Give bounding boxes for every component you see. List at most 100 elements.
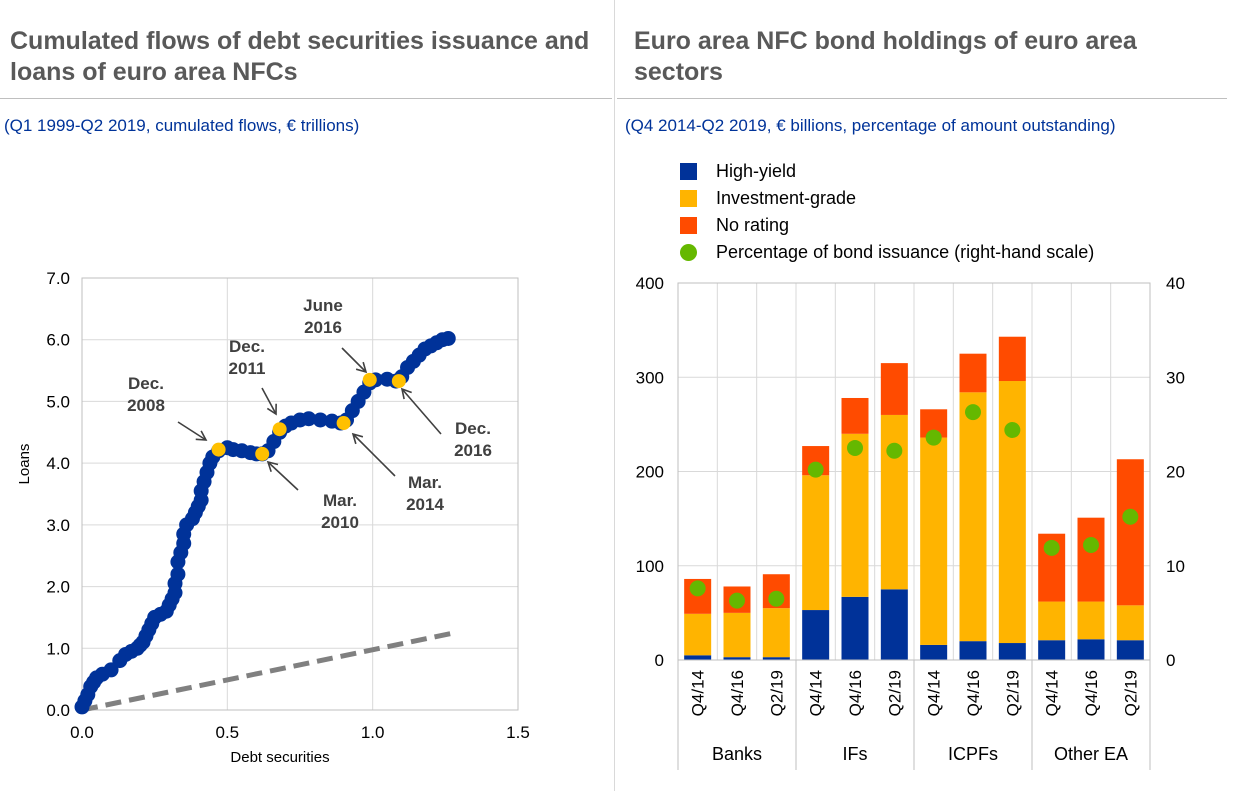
percentage-dot [847, 439, 863, 456]
bar-segment-high-yield [920, 644, 948, 660]
y2-tick-label: 40 [1166, 274, 1185, 293]
group-label: Banks [712, 744, 762, 764]
x-tick-label: 1.5 [506, 723, 530, 742]
percentage-dot [768, 590, 785, 607]
bar-segment-investment-grade [920, 437, 948, 645]
y-tick-label: 5.0 [46, 392, 70, 411]
legend-item-investment-grade: Investment-grade [680, 187, 856, 209]
category-label: Q2/19 [1121, 670, 1140, 716]
legend-label-investment-grade: Investment-grade [716, 187, 857, 208]
percentage-dot [729, 592, 745, 609]
bar-segment-investment-grade [1038, 601, 1066, 641]
category-label: Q4/16 [1082, 670, 1101, 716]
category-label: Q2/19 [885, 670, 904, 716]
category-label: Q2/19 [767, 670, 786, 716]
y-tick-label: 6.0 [46, 331, 70, 350]
left-scatter-chart: 0.0 1.0 2.0 3.0 4.0 5.0 6.0 7.0 0.0 0.5 1.0 1.5 Debt… [16, 269, 530, 766]
bar-segment-investment-grade [1077, 601, 1105, 640]
highlight-point [362, 372, 377, 387]
annotation-label: 2016 [304, 318, 342, 337]
right-chart-subtitle: (Q4 2014-Q2 2019, € billions, percentage… [625, 116, 1116, 135]
annotation-label: Dec. [455, 419, 491, 438]
bar-segment-no-rating [998, 336, 1026, 382]
x-axis-label: Debt securities [230, 749, 329, 766]
highlight-point [391, 374, 406, 389]
percentage-dot [1122, 508, 1139, 525]
bar-segment-no-rating [880, 363, 908, 415]
bar-segment-high-yield [1116, 640, 1144, 660]
highlight-point [336, 416, 351, 431]
percentage-dot [807, 461, 824, 478]
bar-segment-investment-grade [684, 613, 712, 656]
group-label: ICPFs [948, 744, 998, 764]
legend-label-percentage: Percentage of bond issuance (right-hand … [716, 241, 1095, 262]
bar-segment-investment-grade [723, 612, 751, 658]
y2-tick-label: 20 [1166, 463, 1185, 482]
legend-swatch-no-rating [680, 216, 697, 234]
y-tick-label: 200 [636, 463, 664, 482]
annotation-label: Dec. [229, 337, 265, 356]
legend-swatch-investment-grade [680, 189, 697, 207]
category-label: Q2/19 [1003, 670, 1022, 716]
category-label: Q4/14 [1043, 670, 1062, 716]
y-tick-label: 400 [636, 274, 664, 293]
panel-divider [614, 0, 615, 791]
highlight-point [255, 446, 270, 461]
legend-label-no-rating: No rating [716, 214, 790, 235]
y-tick-label: 0.0 [46, 701, 70, 720]
bar-segment-high-yield [723, 657, 751, 660]
bar-segment-high-yield [1077, 639, 1105, 660]
x-tick-label: 0.0 [70, 723, 94, 742]
bar-segment-investment-grade [762, 608, 790, 658]
y-tick-label: 300 [636, 368, 664, 387]
y-tick-label: 2.0 [46, 578, 70, 597]
legend-dot-percentage [680, 243, 697, 261]
y-tick-label: 0 [655, 651, 664, 670]
y-tick-label: 7.0 [46, 269, 70, 288]
percentage-dot [1043, 539, 1060, 556]
bar-segment-investment-grade [1116, 605, 1144, 641]
annotation-arrow [351, 432, 396, 477]
annotation-label: 2008 [127, 396, 165, 415]
annotation-label: June [303, 296, 343, 315]
bar-segment-high-yield [841, 596, 869, 660]
group-label: IFs [843, 744, 868, 764]
annotation-label: Mar. [323, 491, 357, 510]
bar-segment-no-rating [959, 353, 987, 393]
percentage-dot [965, 404, 981, 421]
highlight-point [272, 422, 287, 437]
y-tick-label: 3.0 [46, 516, 70, 535]
y-axis-label: Loans [16, 444, 33, 485]
reference-dashed-line [81, 630, 455, 713]
right-bar-chart: 0 100 200 300 400 0 10 20 30 40 Q4/14 Q4/16 Q2/19 Q4/… [636, 274, 1185, 770]
category-label: Q4/14 [925, 670, 944, 716]
annotation-label: Dec. [128, 374, 164, 393]
annotation-label: 2016 [454, 441, 492, 460]
bar-segment-investment-grade [998, 381, 1026, 644]
y-tick-label: 1.0 [46, 639, 70, 658]
legend-item-high-yield: High-yield [680, 160, 796, 182]
bar-segment-high-yield [880, 589, 908, 660]
left-chart-subtitle: (Q1 1999-Q2 2019, cumulated flows, € tri… [4, 116, 360, 135]
bar-segment-no-rating [1116, 459, 1144, 606]
bar-segment-high-yield [959, 641, 987, 660]
annotation-label: 2011 [229, 359, 266, 378]
left-chart-title: Cumulated flows of debt securities issua… [10, 27, 590, 86]
bar-segment-investment-grade [802, 475, 830, 611]
bar-segment-high-yield [684, 655, 712, 660]
right-chart-title: Euro area NFC bond holdings of euro area… [634, 27, 1137, 86]
bar-segment-high-yield [1038, 640, 1066, 660]
y2-tick-label: 10 [1166, 557, 1185, 576]
y2-tick-label: 30 [1166, 368, 1185, 387]
x-tick-label: 1.0 [361, 723, 385, 742]
scatter-point [440, 330, 456, 346]
legend-item-percentage: Percentage of bond issuance (right-hand … [680, 241, 1094, 263]
annotation-label: 2010 [321, 513, 359, 532]
percentage-dot [925, 429, 942, 446]
scatter-point [312, 412, 328, 428]
y-tick-label: 4.0 [46, 454, 70, 473]
x-tick-label: 0.5 [216, 723, 240, 742]
category-label: Q4/16 [728, 670, 747, 716]
group-label: Other EA [1054, 744, 1128, 764]
